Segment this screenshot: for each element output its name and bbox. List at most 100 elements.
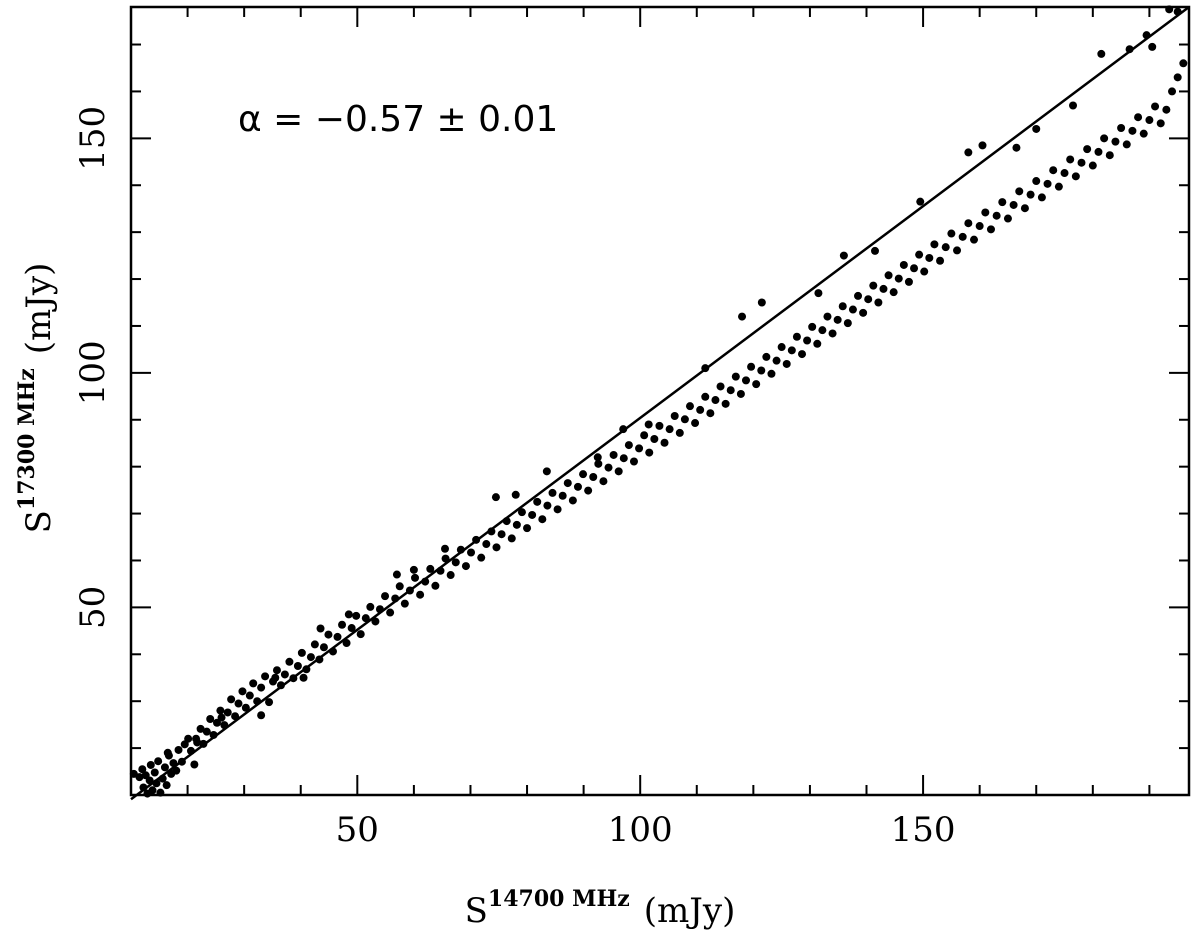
data-point: [319, 643, 328, 652]
data-point: [1054, 182, 1063, 191]
data-point: [762, 352, 771, 361]
y-tick-label: 100: [73, 340, 113, 405]
data-point: [285, 657, 294, 666]
data-point: [757, 298, 766, 307]
data-point: [528, 510, 537, 519]
data-point: [614, 467, 623, 476]
data-point: [1094, 147, 1103, 156]
tick-labels: 50 100 150 50 100 150: [73, 106, 956, 850]
data-point: [344, 610, 353, 619]
data-point: [316, 624, 325, 633]
data-point: [869, 281, 878, 290]
y-axis-title-superscript: 17300 MHz: [14, 368, 40, 510]
data-point: [936, 256, 945, 265]
data-point: [609, 450, 618, 459]
data-point: [899, 260, 908, 269]
data-point: [371, 617, 380, 626]
plot-frame: [129, 5, 1191, 797]
data-point: [813, 339, 822, 348]
y-axis-title-base: S: [19, 510, 59, 533]
data-point: [970, 235, 979, 244]
data-point: [823, 312, 832, 321]
data-point: [280, 670, 289, 679]
data-point: [1105, 151, 1114, 160]
data-point: [1037, 193, 1046, 202]
data-point: [711, 396, 720, 405]
y-axis-title: S17300 MHz (mJy): [14, 263, 59, 534]
data-point: [1179, 59, 1188, 68]
data-point: [1165, 5, 1174, 14]
data-point: [400, 599, 409, 608]
data-point: [192, 734, 201, 743]
data-point: [160, 763, 169, 772]
data-point: [777, 343, 786, 352]
data-point: [1083, 145, 1092, 154]
data-point: [392, 570, 401, 579]
data-point: [736, 389, 745, 398]
data-point: [1088, 161, 1097, 170]
data-point: [864, 295, 873, 304]
data-point: [507, 534, 516, 543]
data-point: [1049, 166, 1058, 175]
data-point: [241, 703, 250, 712]
data-point: [978, 141, 987, 150]
data-point: [558, 491, 567, 500]
data-point: [964, 219, 973, 228]
data-point: [533, 497, 542, 506]
data-point: [870, 246, 879, 255]
data-point: [650, 434, 659, 443]
data-point: [818, 326, 827, 335]
data-point: [757, 366, 766, 375]
data-point: [1077, 158, 1086, 167]
data-point: [680, 415, 689, 424]
data-point: [644, 420, 653, 429]
data-point: [752, 380, 761, 389]
data-point: [190, 760, 199, 769]
data-point: [366, 602, 375, 611]
data-point: [148, 786, 157, 795]
data-point: [879, 284, 888, 293]
data-point: [1060, 169, 1069, 178]
data-point: [1122, 140, 1131, 149]
data-point: [386, 608, 395, 617]
data-point: [482, 540, 491, 549]
data-point: [808, 322, 817, 331]
data-point: [645, 448, 654, 457]
data-point: [227, 695, 236, 704]
x-tick-label: 50: [336, 810, 379, 850]
data-point: [1032, 177, 1041, 186]
data-point: [665, 425, 674, 434]
data-point: [271, 673, 280, 682]
data-point: [696, 405, 705, 414]
data-point: [563, 479, 572, 488]
data-point: [915, 250, 924, 259]
data-point: [497, 530, 506, 539]
data-point: [163, 748, 172, 757]
data-point: [172, 766, 181, 775]
data-point: [162, 781, 171, 790]
data-point: [297, 648, 306, 657]
data-point: [981, 208, 990, 217]
data-point: [293, 662, 302, 671]
data-point: [342, 639, 351, 648]
data-point: [217, 713, 226, 722]
data-point: [701, 392, 710, 401]
data-point: [604, 463, 613, 472]
data-point: [174, 745, 183, 754]
data-point: [257, 711, 266, 720]
y-axis-title-unit: (mJy): [19, 263, 59, 355]
data-point: [655, 421, 664, 430]
data-point: [859, 308, 868, 317]
data-point: [381, 592, 390, 601]
data-point: [660, 438, 669, 447]
data-point: [553, 505, 562, 514]
data-point: [925, 253, 934, 262]
y-tick-label: 150: [73, 106, 113, 171]
data-point: [146, 760, 155, 769]
data-point: [356, 630, 365, 639]
data-point: [216, 706, 225, 715]
data-point: [491, 493, 500, 502]
data-point: [941, 243, 950, 252]
data-point: [747, 362, 756, 371]
